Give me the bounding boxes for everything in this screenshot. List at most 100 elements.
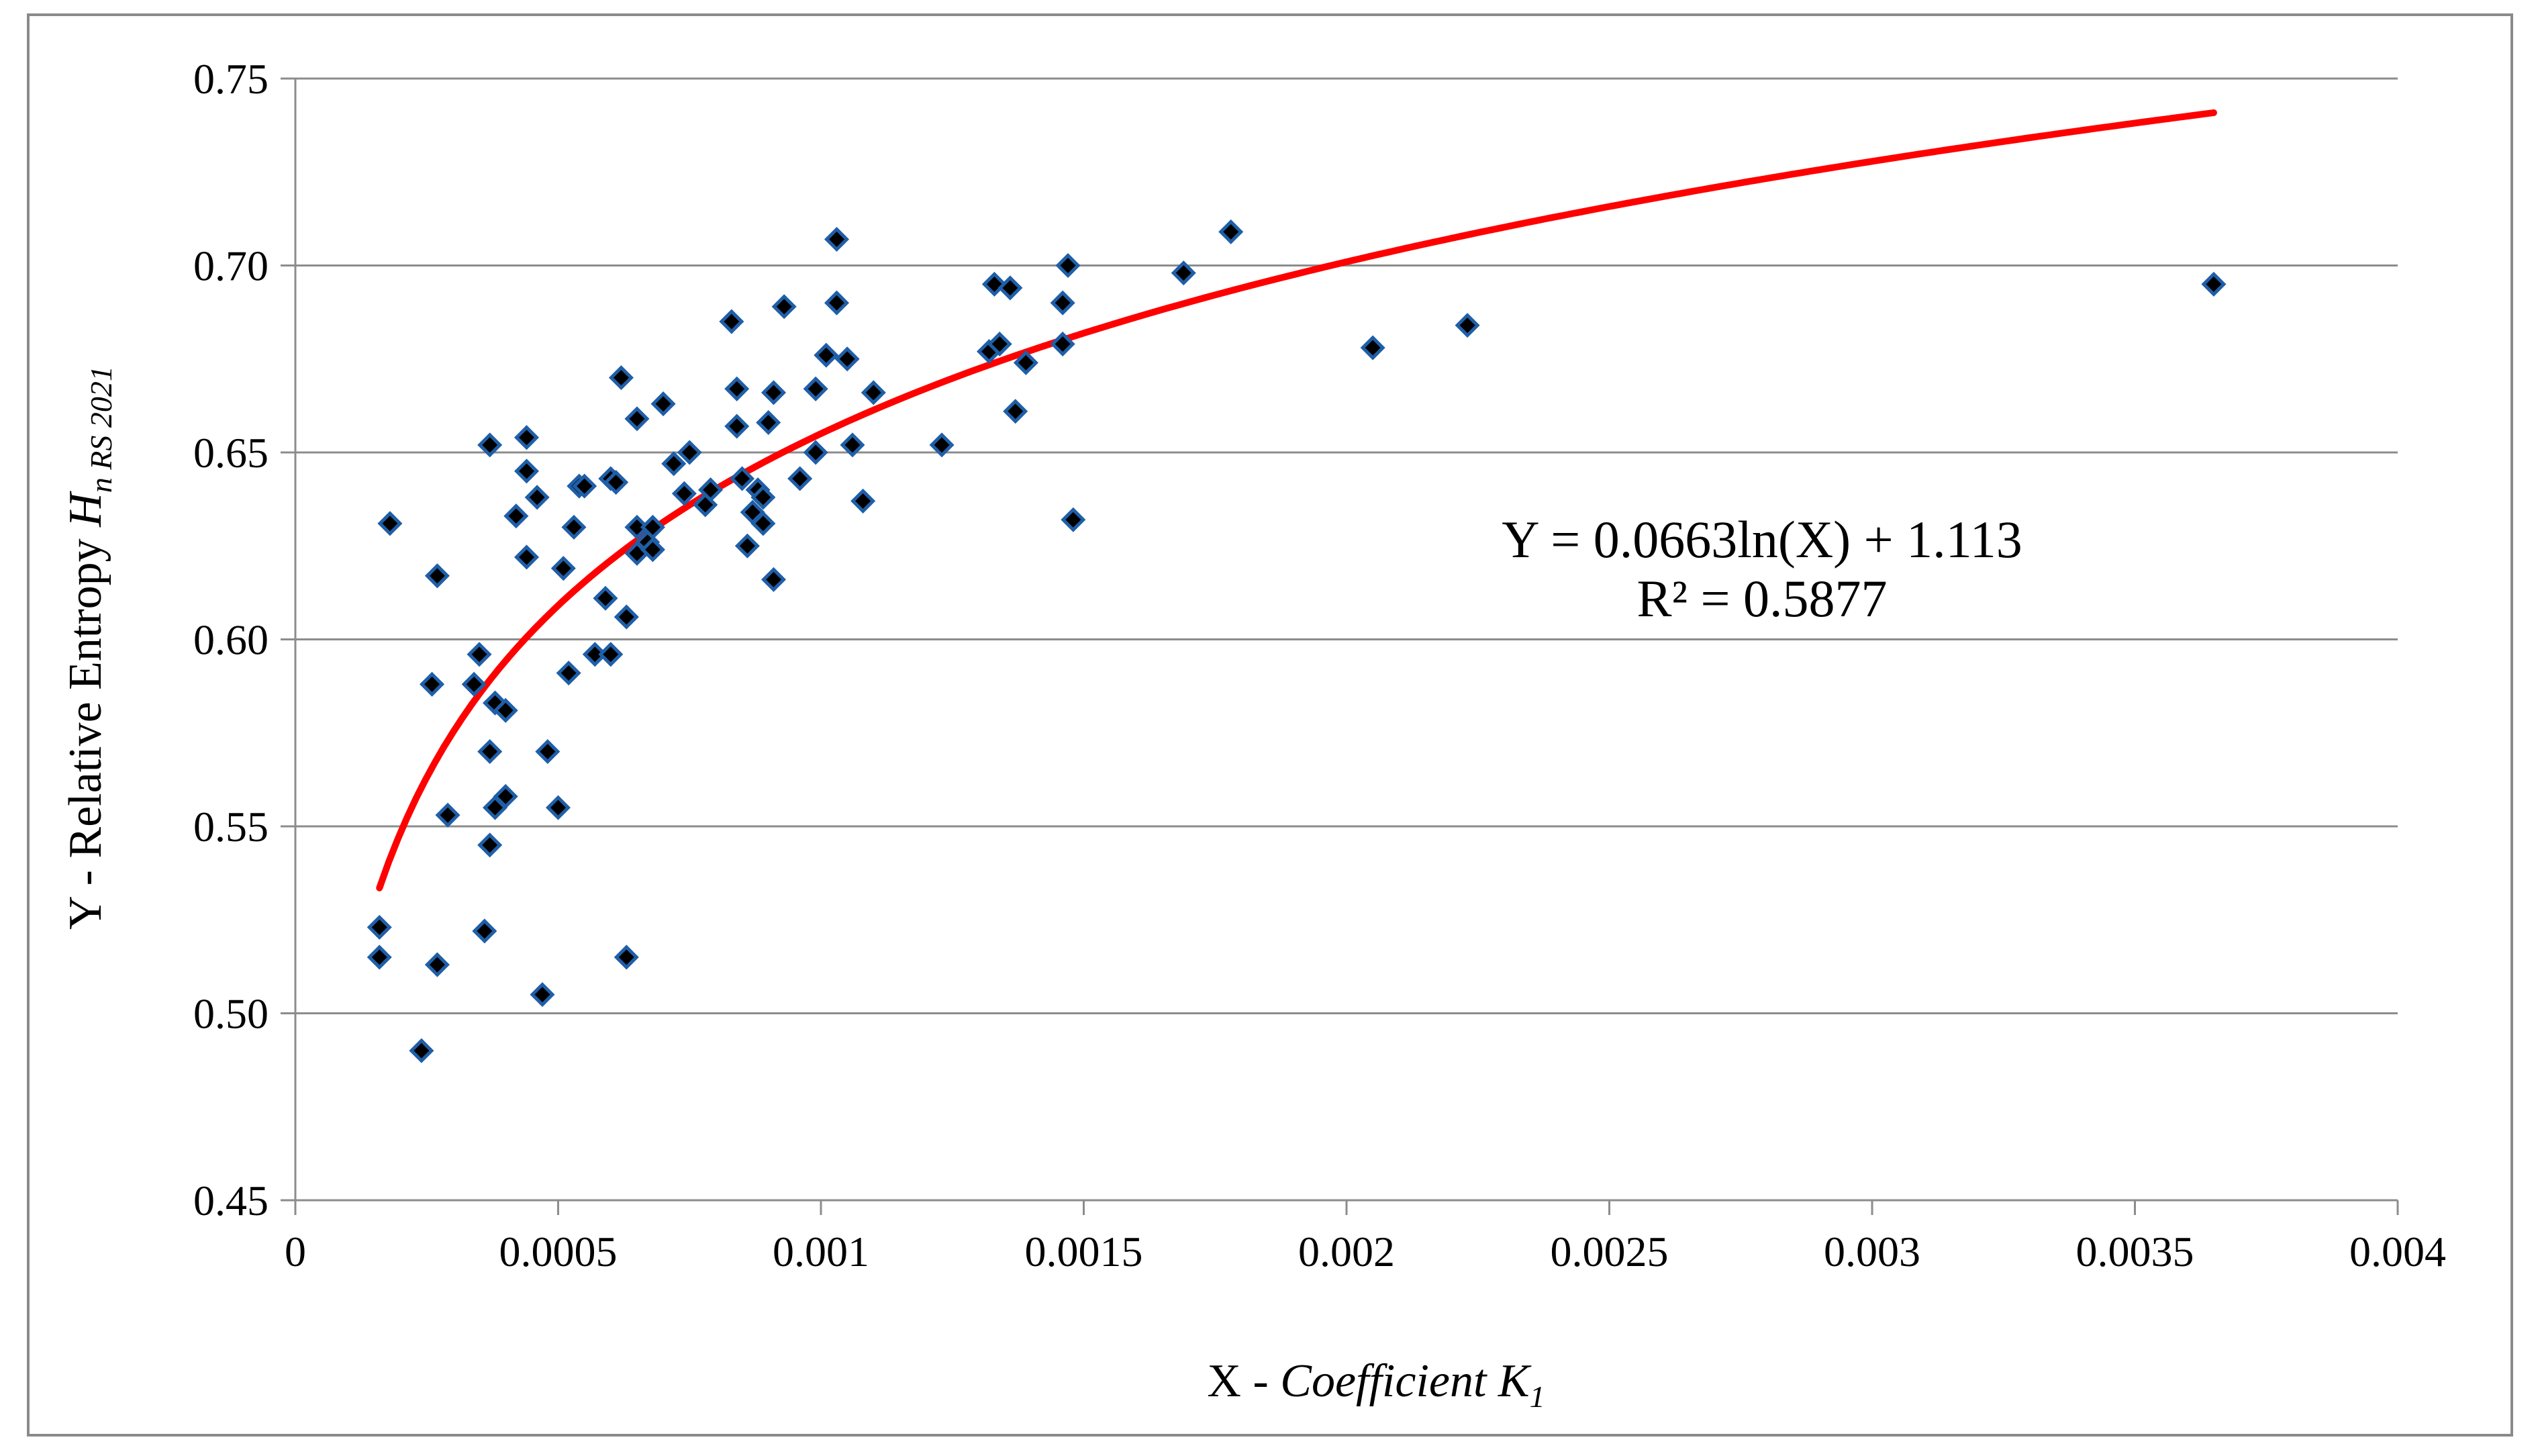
data-point [535, 739, 560, 765]
data-point [377, 511, 403, 536]
y-tick-label: 0.50 [193, 990, 268, 1038]
data-point [734, 533, 760, 559]
y-tick-label: 0.65 [193, 429, 268, 477]
data-point [1055, 252, 1081, 279]
data-point [824, 290, 850, 316]
data-point [467, 642, 492, 667]
x-axis-title: X - Coefficient K1 [1207, 1355, 1545, 1414]
data-point [435, 802, 460, 828]
data-point [1218, 219, 1244, 244]
y-axis-title-italic: H [60, 491, 111, 528]
data-point [750, 485, 776, 510]
x-tick-label: 0.003 [1824, 1228, 1920, 1275]
data-point [603, 470, 629, 495]
data-point [724, 376, 750, 401]
data-point [409, 1038, 434, 1063]
gridlines [295, 77, 2398, 1014]
data-point [661, 451, 687, 477]
data-point [503, 503, 529, 529]
tick-labels: 0.45 0.50 0.55 0.60 0.65 0.70 0.75 0 0.0005 0.001… [193, 55, 2446, 1275]
data-point [608, 365, 634, 391]
data-point [367, 944, 392, 970]
data-point [756, 409, 781, 435]
data-point [1013, 350, 1038, 375]
data-point [997, 275, 1023, 301]
data-point [761, 380, 787, 405]
data-point [1003, 399, 1028, 424]
data-point [598, 642, 624, 667]
data-point [824, 226, 850, 252]
data-point [367, 914, 392, 940]
data-point [556, 661, 581, 686]
data-point [640, 537, 665, 563]
trendline-curve [376, 109, 2217, 891]
x-tick-label: 0.002 [1298, 1228, 1395, 1275]
data-point [1050, 331, 1075, 357]
data-point [987, 331, 1012, 357]
data-point [545, 795, 571, 820]
data-point [771, 294, 797, 320]
data-point [477, 832, 503, 858]
data-point [572, 473, 597, 499]
data-point [514, 425, 540, 450]
data-point [671, 481, 697, 506]
data-point [787, 466, 813, 491]
y-axis-title-prefix: Y - Relative Entropy [60, 527, 111, 930]
x-axis-title-italic: Coefficient K [1280, 1355, 1532, 1407]
data-point [477, 432, 503, 458]
x-tick-label: 0.0015 [1025, 1228, 1143, 1275]
data-point [514, 544, 540, 570]
x-axis-title-prefix: X - [1207, 1355, 1280, 1407]
data-point [677, 440, 702, 465]
y-axis-title-subscript: n RS 2021 [84, 366, 118, 493]
data-point [493, 697, 518, 723]
y-axis-title: Y - Relative Entropy Hn RS 2021 [60, 366, 118, 930]
data-point [1360, 335, 1385, 360]
data-point [514, 458, 540, 484]
data-point [614, 604, 639, 630]
data-point [1061, 507, 1086, 532]
data-point [530, 982, 555, 1008]
data-point [593, 585, 618, 611]
data-point [730, 466, 755, 491]
data-points [367, 219, 2227, 1063]
x-tick-label: 0.0005 [499, 1228, 618, 1275]
data-point [2201, 271, 2227, 297]
data-point [850, 488, 876, 514]
y-tick-label: 0.45 [193, 1177, 268, 1224]
data-point [698, 477, 724, 503]
x-axis-title-subscript: 1 [1530, 1379, 1545, 1414]
trendline [376, 109, 2217, 891]
y-tick-label: 0.75 [193, 55, 268, 103]
data-point [861, 380, 886, 405]
data-point [561, 514, 587, 540]
data-point [750, 511, 776, 536]
axes [281, 77, 2399, 1215]
x-tick-label: 0.001 [773, 1228, 869, 1275]
data-point [477, 739, 503, 765]
data-point [803, 440, 828, 465]
data-point [461, 671, 487, 697]
data-point [1455, 313, 1480, 338]
data-point [834, 346, 860, 372]
data-point [1171, 260, 1196, 286]
data-point [719, 309, 744, 334]
data-point [624, 406, 650, 432]
trendline-r-squared: R² = 0.5877 [1637, 569, 1888, 628]
trendline-equation: Y = 0.0663ln(X) + 1.113 [1502, 510, 2022, 569]
x-tick-label: 0 [285, 1228, 306, 1275]
data-point [1050, 290, 1075, 316]
y-tick-label: 0.70 [193, 242, 268, 290]
data-point [761, 567, 787, 592]
x-tick-label: 0.0035 [2076, 1228, 2194, 1275]
data-point [650, 391, 676, 417]
data-point [472, 918, 497, 944]
data-point [420, 671, 445, 697]
data-point [424, 563, 450, 589]
x-tick-label: 0.0025 [1551, 1228, 1669, 1275]
x-tick-label: 0.004 [2349, 1228, 2446, 1275]
data-point [840, 432, 865, 458]
data-point [614, 944, 639, 970]
data-point [724, 414, 750, 439]
